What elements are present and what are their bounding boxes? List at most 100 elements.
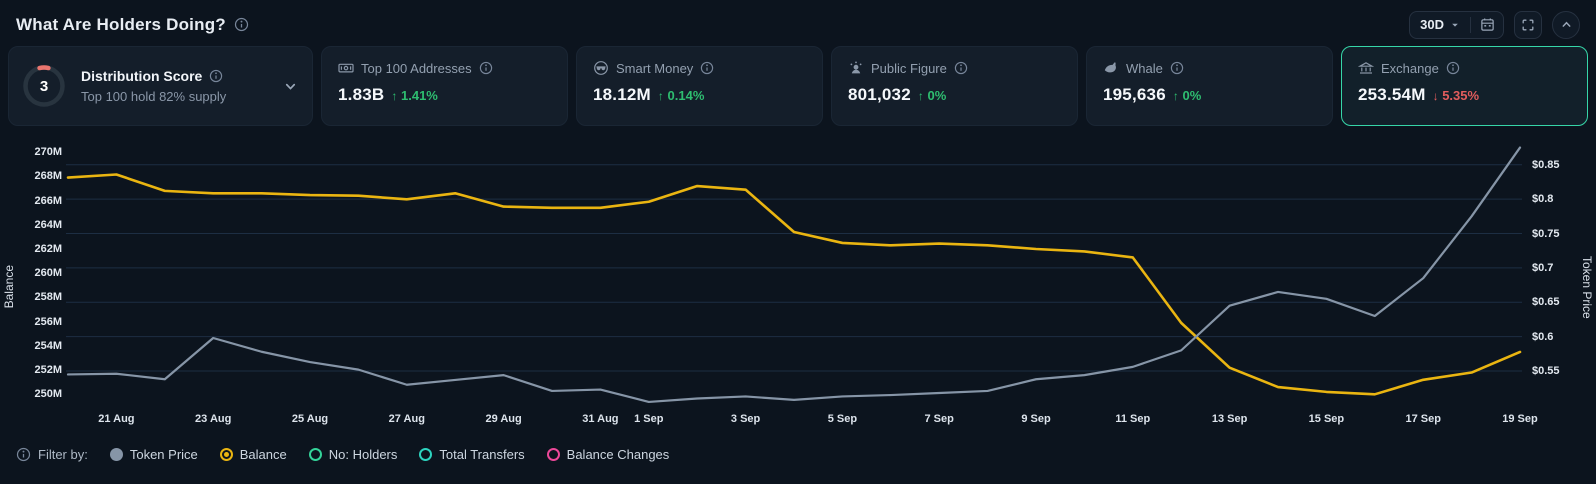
calendar-button[interactable] [1471,12,1503,38]
collapse-button[interactable] [1552,10,1580,39]
stat-card-exchange[interactable]: Exchange 253.54M ↓ 5.35% [1341,46,1588,126]
date-tick: 1 Sep [634,413,664,425]
balance-line [66,173,1522,396]
stat-change: ↑ 0.14% [657,88,705,103]
whale-icon [1103,60,1119,76]
info-icon[interactable] [209,69,223,83]
price-tick: $0.75 [1532,227,1560,240]
filter-balance-changes[interactable]: Balance Changes [546,447,669,462]
balance-tick: 250M [34,388,62,401]
distribution-score-subtitle: Top 100 hold 82% supply [81,89,227,104]
stat-card-smart-money[interactable]: Smart Money 18.12M ↑ 0.14% [576,46,823,126]
exchange-icon [1358,60,1374,76]
info-icon[interactable] [700,61,714,75]
stat-value: 253.54M [1358,85,1426,104]
date-tick: 7 Sep [924,413,954,425]
date-tick: 23 Aug [195,413,232,425]
token-price-swatch [109,447,123,461]
date-tick: 25 Aug [291,413,329,425]
stat-change: ↓ 5.35% [1432,88,1480,103]
fullscreen-icon [1522,19,1534,30]
page-title: What Are Holders Doing? [16,14,226,34]
stat-label: Whale [1126,60,1163,76]
chevron-up-icon [1562,21,1570,27]
date-tick: 31 Aug [582,413,619,425]
date-tick: 3 Sep [730,413,761,425]
date-tick: 9 Sep [1021,413,1051,425]
price-tick: $0.55 [1532,365,1560,377]
chevron-down-icon [1452,23,1458,27]
panel-header: What Are Holders Doing? 30D [0,0,1596,40]
filter-token-price[interactable]: Token Price [109,447,198,462]
range-control-group: 30D [1409,10,1504,39]
info-icon[interactable] [479,61,493,75]
balance-tick: 258M [34,291,62,304]
date-tick: 5 Sep [827,413,858,425]
date-tick: 21 Aug [98,413,135,425]
public-figure-icon [848,60,864,76]
chart-plot-area[interactable] [66,140,1522,404]
fullscreen-button[interactable] [1514,10,1542,39]
stat-label: Exchange [1381,60,1439,76]
price-tick: $0.65 [1532,296,1560,309]
stat-value: 1.83B [338,85,385,104]
info-icon[interactable] [954,61,968,75]
filter-by-label: Filter by: [38,446,88,462]
range-label: 30D [1420,17,1444,32]
balance-changes-swatch [546,447,560,461]
stat-cards-row: 3 Distribution Score Top 100 hold 82% su… [8,46,1588,126]
right-axis-title: Token Price [1580,255,1594,319]
info-icon[interactable] [16,447,31,462]
range-select-button[interactable]: 30D [1410,12,1470,38]
stat-label: Smart Money [616,60,694,76]
stat-change: ↑ 1.41% [391,88,438,103]
stat-change: ↑ 0% [917,88,947,103]
chevron-down-icon[interactable] [283,79,298,94]
date-tick: 17 Sep [1405,413,1441,425]
divider [1470,16,1471,33]
distribution-score-value: 3 [39,77,49,95]
info-icon[interactable] [234,17,249,32]
balance-tick: 260M [34,267,62,280]
total-transfers-swatch [419,447,433,461]
balance-tick: 270M [34,146,62,159]
distribution-score-card[interactable]: 3 Distribution Score Top 100 hold 82% su… [8,46,313,126]
info-icon[interactable] [1446,61,1460,75]
info-icon[interactable] [1170,61,1184,75]
filter-no-holders[interactable]: No: Holders [308,447,397,462]
stat-label: Top 100 Addresses [361,60,472,76]
price-tick: $0.7 [1532,261,1554,274]
chart-filter-legend: Filter by: Token Price Balance No: Holde… [0,434,1596,474]
price-tick: $0.8 [1532,193,1554,206]
price-tick: $0.85 [1532,158,1560,171]
banknote-icon [338,60,354,76]
holders-chart: Balance 270M 268M 266M 264M 262M 260M 258M 256M… [0,140,1596,434]
date-tick: 13 Sep [1211,413,1248,425]
stat-label: Public Figure [871,60,947,76]
balance-tick: 262M [34,242,62,255]
chart-canvas [66,146,1522,404]
token-price-line [66,146,1522,404]
date-tick: 29 Aug [485,413,522,425]
balance-axis: 270M 268M 266M 264M 262M 260M 258M 256M 254M 252M… [18,140,66,434]
distribution-score-gauge: 3 [21,63,67,109]
selected-radio-dot [223,451,229,457]
stat-value: 801,032 [848,85,911,104]
left-axis-title: Balance [2,265,16,309]
stat-change: ↑ 0% [1172,88,1202,103]
token-price-axis: $0.85 $0.8 $0.75 $0.7 $0.65 $0.6 $0.55 [1522,140,1578,434]
stat-card-public-figure[interactable]: Public Figure 801,032 ↑ 0% [831,46,1078,126]
filter-balance[interactable]: Balance [219,447,287,462]
distribution-score-title: Distribution Score [81,68,203,84]
balance-tick: 252M [34,364,62,377]
stat-card-whale[interactable]: Whale 195,636 ↑ 0% [1086,46,1333,126]
balance-tick: 256M [34,315,62,328]
date-tick: 27 Aug [388,413,425,425]
filter-total-transfers[interactable]: Total Transfers [419,447,525,462]
balance-tick: 254M [34,339,62,352]
balance-tick: 264M [34,218,62,231]
balance-tick: 266M [34,194,62,207]
balance-tick: 268M [34,170,62,183]
stat-card-top-100-addresses[interactable]: Top 100 Addresses 1.83B ↑ 1.41% [321,46,568,126]
